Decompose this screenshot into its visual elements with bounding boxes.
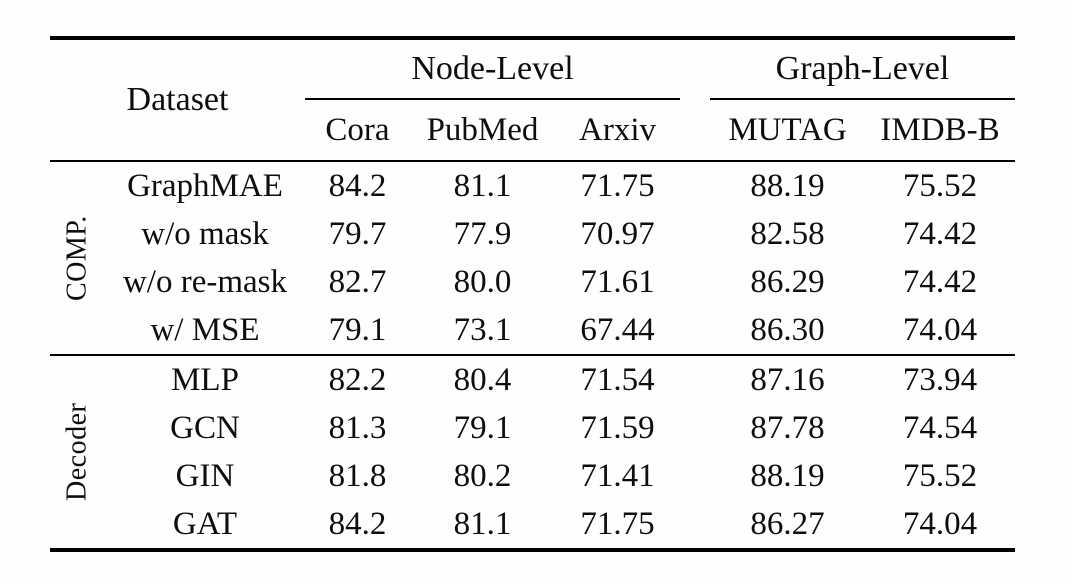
value-cell: 80.2	[453, 457, 512, 494]
value-cell: 70.97	[580, 215, 655, 252]
row-label-mlp: MLP	[171, 361, 239, 398]
row-label-gcn: GCN	[170, 409, 240, 446]
value-cell: 81.1	[453, 505, 512, 542]
value-cell: 82.2	[328, 361, 387, 398]
value-cell: 74.42	[902, 215, 978, 252]
comp-section: COMP. GraphMAE 84.2 81.1 71.75 88.19 75.…	[50, 162, 1015, 354]
decoder-section: Decoder MLP 82.2 80.4 71.54 87.16 73.94 …	[50, 356, 1015, 548]
comp-section-label: COMP.	[61, 215, 93, 301]
value-cell: 77.9	[453, 215, 512, 252]
value-cell: 74.04	[902, 505, 978, 542]
value-cell: 84.2	[328, 167, 387, 204]
value-cell: 86.29	[750, 263, 825, 300]
value-cell: 71.41	[580, 457, 655, 494]
column-header-pubmed: PubMed	[426, 111, 539, 148]
row-label-wo-re-mask: w/o re-mask	[122, 263, 288, 300]
value-cell: 80.4	[453, 361, 512, 398]
value-cell: 82.7	[328, 263, 387, 300]
value-cell: 80.0	[453, 263, 512, 300]
row-label-wo-mask: w/o mask	[141, 215, 269, 252]
value-cell: 81.3	[328, 409, 387, 446]
value-cell: 71.75	[580, 505, 655, 542]
value-cell: 67.44	[580, 311, 655, 348]
value-cell: 81.8	[328, 457, 387, 494]
value-cell: 74.04	[902, 311, 978, 348]
value-cell: 79.1	[453, 409, 512, 446]
row-label-graphmae: GraphMAE	[127, 167, 283, 204]
value-cell: 86.30	[750, 311, 825, 348]
row-label-gat: GAT	[172, 505, 238, 542]
results-table: Dataset Node-Level Graph-Level Cora PubM…	[50, 36, 1015, 552]
value-cell: 71.75	[580, 167, 655, 204]
value-cell: 71.54	[580, 361, 655, 398]
value-cell: 81.1	[453, 167, 512, 204]
graph-level-group-header: Graph-Level	[710, 40, 1015, 100]
decoder-section-label: Decoder	[61, 402, 93, 502]
column-header-arxiv: Arxiv	[579, 111, 656, 148]
value-cell: 74.42	[902, 263, 978, 300]
header-gap	[680, 40, 710, 160]
value-cell: 82.58	[750, 215, 825, 252]
value-cell: 84.2	[328, 505, 387, 542]
value-cell: 79.7	[328, 215, 387, 252]
value-cell: 73.1	[453, 311, 512, 348]
row-label-gin: GIN	[175, 457, 235, 494]
row-label-w-mse: w/ MSE	[150, 311, 260, 348]
table-header: Dataset Node-Level Graph-Level Cora PubM…	[50, 36, 1015, 160]
column-header-imdb-b: IMDB-B	[880, 111, 1000, 148]
value-cell: 87.78	[750, 409, 825, 446]
value-cell: 71.61	[580, 263, 655, 300]
value-cell: 75.52	[902, 167, 978, 204]
table-bottom-rule	[50, 548, 1015, 552]
value-cell: 87.16	[750, 361, 825, 398]
column-header-cora: Cora	[325, 111, 390, 148]
value-cell: 71.59	[580, 409, 655, 446]
value-cell: 79.1	[328, 311, 387, 348]
value-cell: 88.19	[750, 167, 825, 204]
value-cell: 74.54	[902, 409, 978, 446]
value-cell: 86.27	[750, 505, 825, 542]
header-bottom-rule	[50, 160, 1015, 162]
value-cell: 88.19	[750, 457, 825, 494]
section-divider-rule	[50, 354, 1015, 356]
value-cell: 73.94	[902, 361, 978, 398]
column-header-mutag: MUTAG	[728, 111, 847, 148]
node-level-group-header: Node-Level	[305, 40, 680, 100]
value-cell: 75.52	[902, 457, 978, 494]
dataset-header: Dataset	[126, 81, 229, 118]
